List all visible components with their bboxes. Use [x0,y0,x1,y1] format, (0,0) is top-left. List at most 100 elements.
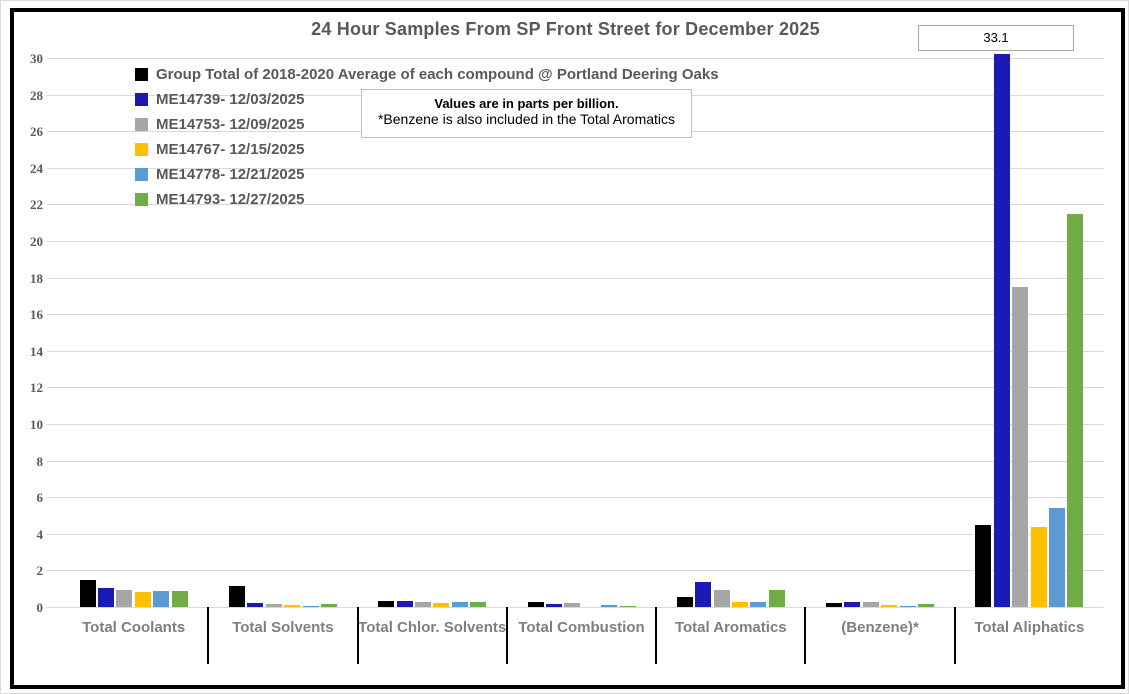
bar [134,592,151,607]
category-separator [356,607,359,664]
legend-swatch-icon [135,93,148,106]
legend-swatch-icon [135,118,148,131]
bar [79,579,96,607]
category-label: (Benzene)* [841,619,919,636]
chart-title: 24 Hour Samples From SP Front Street for… [311,19,820,39]
legend-label: ME14739- 12/03/2025 [156,91,305,108]
y-axis-tick-label: 14 [30,343,43,359]
legend-label: ME14767- 12/15/2025 [156,141,305,158]
legend-label: ME14778- 12/21/2025 [156,166,305,183]
y-axis-tick-label: 18 [30,270,43,286]
bar [302,605,319,607]
bar [881,605,898,607]
category-label: Total Coolants [82,619,186,636]
gridline [47,350,1104,352]
note-text: *Benzene is also included in the Total A… [377,111,676,127]
bar [378,600,395,607]
bar [116,589,133,607]
gridline [47,570,1104,572]
bar [564,603,581,607]
bar [415,602,431,607]
gridline [47,387,1104,389]
clipped-value-label: 33.1 [918,25,1074,51]
bar [228,585,245,607]
y-axis-tick-label: 28 [30,87,43,103]
bar [695,582,712,607]
category-label: Total Aliphatics [974,619,1085,636]
y-axis-tick-label: 4 [36,526,44,542]
note-text-bold: Values are in parts per billion. [434,96,619,111]
gridline [47,277,1104,279]
bar [171,591,188,607]
bar [731,602,748,607]
bar [619,605,636,607]
bar [713,589,730,607]
legend-item: ME14753- 12/09/2025 [135,112,719,137]
legend-swatch-icon [135,68,148,81]
bar [750,601,767,607]
gridline [47,497,1104,499]
note-box: Values are in parts per billion. *Benzen… [361,89,692,138]
y-axis-tick-label: 30 [30,51,43,66]
bar [601,605,618,607]
bar [1067,213,1084,607]
category-separator [953,607,956,664]
gridline [47,314,1104,316]
bar [975,524,992,607]
category-separator [655,607,658,664]
bar [527,602,544,607]
bar [1012,286,1029,607]
gridline [47,58,1104,59]
bar [153,590,170,607]
legend-swatch-icon [135,193,148,206]
y-axis-tick-label: 0 [36,600,44,615]
y-axis-tick-label: 22 [30,197,43,213]
bar [676,596,693,607]
y-axis-tick-label: 24 [30,160,43,176]
y-axis-tick-label: 20 [30,234,43,249]
category-separator [207,607,210,664]
bar [918,603,935,607]
bar [320,604,337,607]
legend-label: ME14753- 12/09/2025 [156,116,305,133]
y-axis-tick-label: 8 [36,453,44,469]
gridline [47,241,1104,242]
legend: Group Total of 2018-2020 Average of each… [135,62,719,212]
bar [98,587,115,607]
gridline [47,460,1104,462]
bar [545,604,562,607]
legend-item: Group Total of 2018-2020 Average of each… [135,62,719,87]
bar [247,603,264,607]
gridline [47,204,1104,206]
category-separator [505,607,508,664]
y-axis-tick-label: 2 [36,563,44,579]
bar [1030,527,1047,607]
bar [899,605,916,607]
y-axis-tick-label: 16 [30,307,43,323]
bar [396,600,413,607]
category-label: Total Solvents [232,619,334,636]
legend-item: ME14793- 12/27/2025 [135,187,719,212]
y-axis-tick-label: 6 [36,490,44,506]
category-label: Total Combustion [518,619,645,636]
legend-label: ME14793- 12/27/2025 [156,191,305,208]
legend-swatch-icon [135,168,148,181]
legend-label: Group Total of 2018-2020 Average of each… [156,66,719,83]
bar [826,603,843,607]
bar [470,602,487,607]
y-axis-tick-label: 26 [30,124,43,140]
gridline [47,607,1104,608]
bar [284,605,301,607]
bar [993,54,1010,607]
category-label: Total Aromatics [674,619,787,636]
category-label: Total Chlor. Solvents [358,619,507,636]
y-axis-tick-label: 12 [30,380,43,396]
bar [844,601,861,607]
gridline [47,167,1104,169]
bar [1048,508,1065,607]
legend-item: ME14767- 12/15/2025 [135,137,719,162]
legend-item: ME14778- 12/21/2025 [135,162,719,187]
category-separator [804,607,807,664]
legend-swatch-icon [135,143,148,156]
